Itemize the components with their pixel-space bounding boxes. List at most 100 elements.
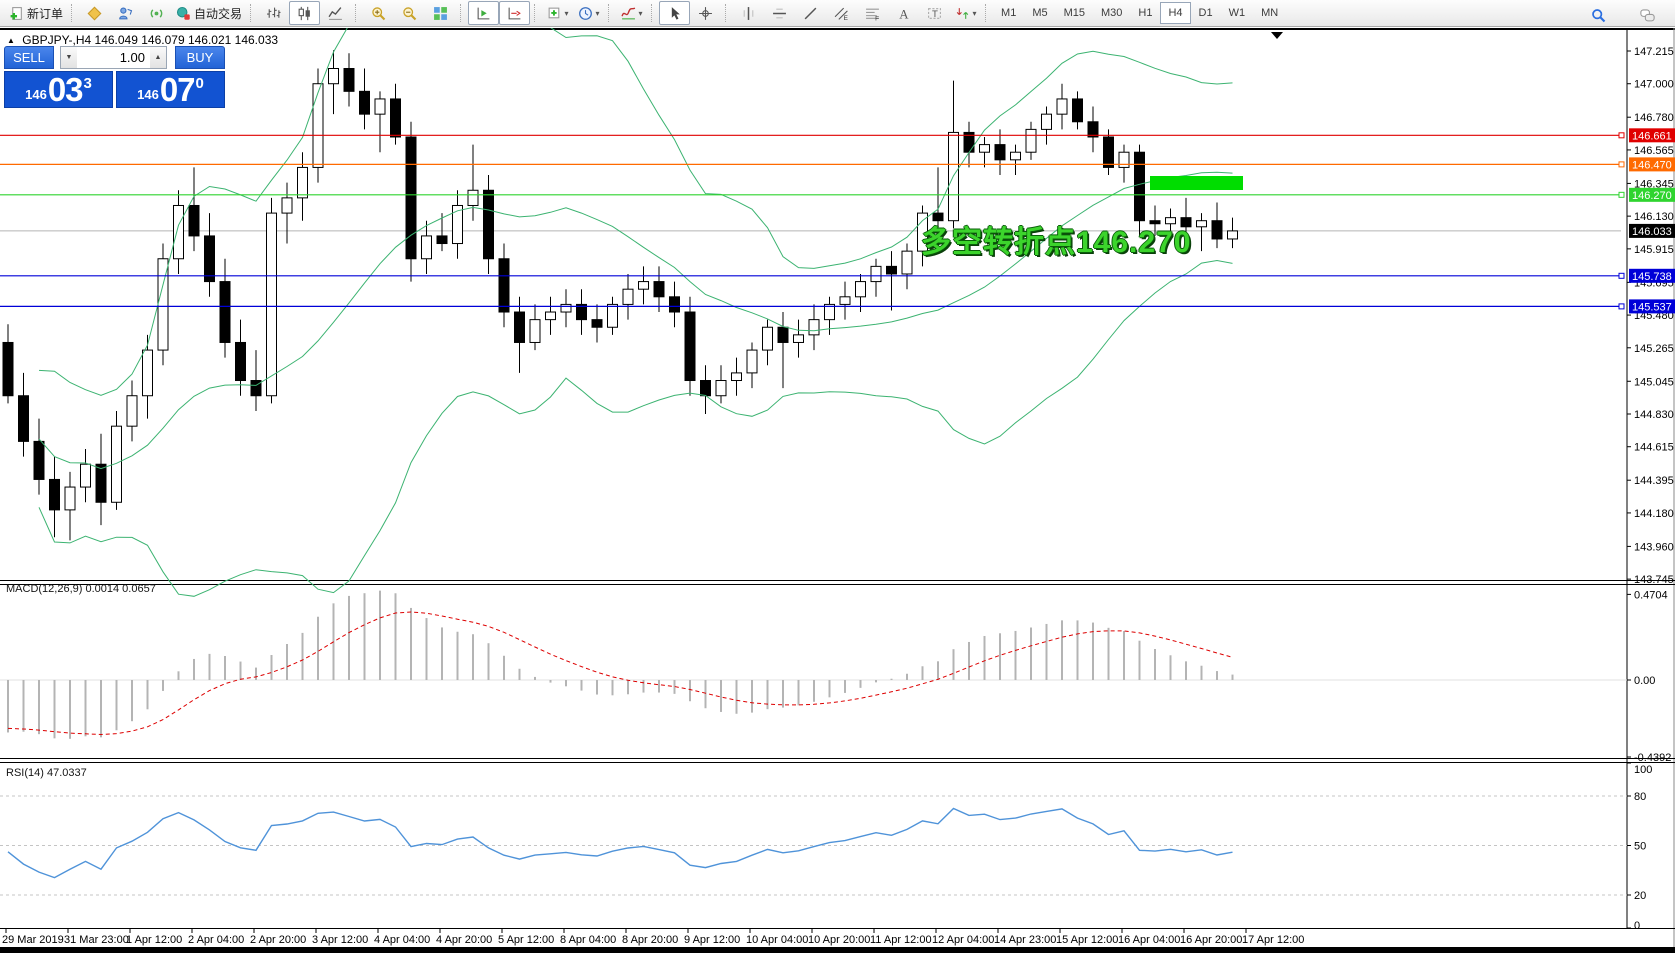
timeframe-m5-button[interactable]: M5 — [1024, 2, 1055, 24]
annotation-text[interactable]: 多空转折点146.270 — [921, 226, 1192, 259]
new-chart-button[interactable]: ▾ — [542, 1, 573, 25]
indicators-button[interactable]: ▾ — [616, 1, 647, 25]
buy-button[interactable]: BUY — [175, 46, 225, 69]
toolbar-separator — [355, 4, 359, 22]
candles-layer — [2, 50, 1238, 541]
autotrading-button[interactable]: 自动交易 — [172, 1, 246, 25]
bar-chart-icon — [267, 7, 281, 18]
text-label-button[interactable]: T — [919, 1, 950, 25]
svg-text:29 Mar 2019: 29 Mar 2019 — [2, 934, 64, 946]
sell-price-display[interactable]: 146 03 3 — [4, 71, 113, 108]
arrows-button[interactable]: ▾ — [950, 1, 981, 25]
svg-text:147.000: 147.000 — [1634, 79, 1674, 91]
svg-text:143.960: 143.960 — [1634, 541, 1674, 553]
timeframe-m15-button[interactable]: M15 — [1056, 2, 1093, 24]
timeframe-w1-button[interactable]: W1 — [1221, 2, 1254, 24]
rsi-pane[interactable]: 100 80 50 20 0 — [0, 762, 1652, 932]
trendline-button[interactable] — [795, 1, 826, 25]
highlight-rectangle[interactable] — [1150, 176, 1243, 190]
chart-top-border — [0, 28, 1675, 30]
market-watch-button[interactable] — [110, 1, 141, 25]
search-button[interactable] — [1583, 3, 1614, 27]
buy-price-display[interactable]: 146 07 0 — [116, 71, 225, 108]
sell-button[interactable]: SELL — [4, 46, 54, 69]
timeframe-mn-button[interactable]: MN — [1253, 2, 1286, 24]
toolbar-separator — [651, 4, 655, 22]
zoom-out-icon — [403, 6, 417, 20]
sell-price-prefix: 146 — [25, 87, 47, 102]
timeframe-h1-button-label: H1 — [1138, 7, 1153, 19]
timeframe-d1-button[interactable]: D1 — [1191, 2, 1221, 24]
timeframe-h4-button[interactable]: H4 — [1160, 2, 1191, 24]
buy-price-big: 07 — [159, 71, 196, 108]
svg-text:146.033: 146.033 — [1632, 226, 1672, 238]
horizontal-lines-layer[interactable] — [0, 132, 1625, 310]
vertical-line-button[interactable] — [733, 1, 764, 25]
text-button[interactable]: A — [888, 1, 919, 25]
timeframe-m1-button[interactable]: M1 — [993, 2, 1024, 24]
signals-button[interactable] — [141, 1, 172, 25]
svg-text:143.745: 143.745 — [1634, 574, 1674, 586]
community-chat-button[interactable] — [1632, 3, 1663, 27]
svg-text:10 Apr 04:00: 10 Apr 04:00 — [746, 934, 808, 946]
metaeditor-button[interactable] — [79, 1, 110, 25]
search-icon — [1592, 8, 1606, 22]
svg-text:9 Apr 12:00: 9 Apr 12:00 — [684, 934, 740, 946]
volume-input[interactable] — [77, 47, 150, 68]
window-bottom-edge — [0, 947, 1675, 953]
cursor-button[interactable] — [659, 1, 691, 25]
sell-price-big: 03 — [47, 71, 84, 108]
crosshair-button[interactable] — [690, 1, 721, 25]
dropdown-caret-icon: ▾ — [972, 8, 977, 18]
time-axis[interactable]: 29 Mar 2019 31 Mar 23:001 Apr 12:00 2 Apr … — [2, 929, 1304, 946]
vline-icon — [743, 6, 754, 20]
svg-text:20: 20 — [1634, 890, 1646, 902]
chart-shift-marker-icon[interactable] — [1271, 32, 1283, 39]
candle-chart-icon — [298, 6, 310, 20]
dropdown-caret-icon: ▾ — [638, 8, 643, 18]
new-order-button[interactable]: 新订单 — [5, 1, 67, 25]
buy-price-pip: 0 — [195, 75, 204, 92]
svg-text:145.915: 145.915 — [1634, 244, 1674, 256]
macd-pane[interactable]: 0.4704 0.00 -0.4392 — [0, 589, 1671, 764]
channel-button[interactable]: E — [826, 1, 857, 25]
svg-text:0.00: 0.00 — [1634, 675, 1655, 687]
chart-shift-button[interactable] — [499, 1, 531, 25]
auto-scroll-button[interactable] — [468, 1, 500, 25]
svg-text:F: F — [875, 15, 879, 21]
new-order-button-label: 新订单 — [27, 6, 64, 21]
svg-text:144.395: 144.395 — [1634, 475, 1674, 487]
timeframe-m30-button[interactable]: M30 — [1093, 2, 1130, 24]
horizontal-line-button[interactable] — [764, 1, 795, 25]
timeframe-h1-button[interactable]: H1 — [1130, 2, 1160, 24]
label-icon: T — [928, 7, 941, 20]
volume-stepper: ▼ ▲ — [60, 46, 167, 69]
zoom-out-button[interactable] — [394, 1, 425, 25]
svg-text:146.345: 146.345 — [1634, 178, 1674, 190]
svg-text:1 Apr 12:00: 1 Apr 12:00 — [126, 934, 182, 946]
chart-window[interactable]: 147.215 147.000 146.780 146.565 146.345 146.1… — [0, 28, 1675, 947]
new-order-icon — [10, 6, 22, 20]
line-chart-button[interactable] — [320, 1, 351, 25]
volume-down-button[interactable]: ▼ — [61, 47, 77, 68]
price-chart-canvas[interactable]: 147.215 147.000 146.780 146.565 146.345 146.1… — [0, 28, 1675, 947]
volume-up-button[interactable]: ▲ — [150, 47, 166, 68]
svg-text:17 Apr 12:00: 17 Apr 12:00 — [1242, 934, 1304, 946]
collapse-panel-icon[interactable]: ▲ — [7, 36, 15, 45]
profiles-button[interactable]: ▾ — [573, 1, 604, 25]
pane-dividers[interactable] — [0, 30, 1675, 929]
bar-chart-button[interactable] — [258, 1, 289, 25]
svg-text:-0.4392: -0.4392 — [1634, 752, 1671, 764]
svg-text:A: A — [899, 7, 909, 21]
svg-text:4 Apr 04:00: 4 Apr 04:00 — [374, 934, 430, 946]
fibonacci-button[interactable]: F — [857, 1, 888, 25]
new-chart-icon — [548, 7, 559, 18]
timeframe-m5-button-label: M5 — [1032, 7, 1048, 19]
zoom-in-button[interactable] — [363, 1, 394, 25]
svg-text:80: 80 — [1634, 791, 1646, 803]
tile-windows-button[interactable] — [425, 1, 456, 25]
line-chart-icon — [328, 6, 342, 20]
svg-text:146.780: 146.780 — [1634, 112, 1674, 124]
svg-text:31 Mar 23:00: 31 Mar 23:00 — [64, 934, 129, 946]
candlestick-chart-button[interactable] — [289, 1, 321, 25]
